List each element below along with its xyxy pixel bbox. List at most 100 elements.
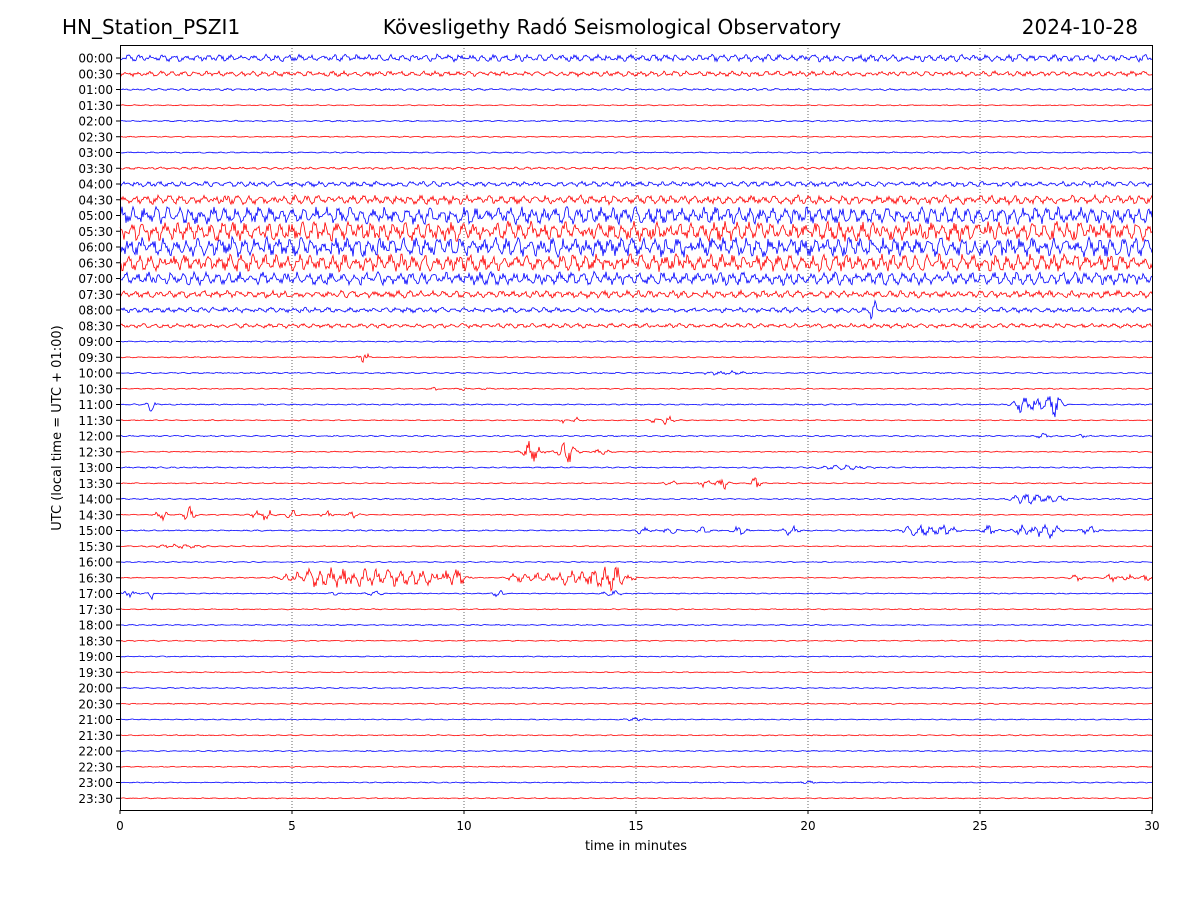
trace-0830 xyxy=(119,322,1152,329)
y-tick-label-0700: 07:00 xyxy=(78,272,113,286)
trace-1900 xyxy=(119,655,1153,658)
trace-0930 xyxy=(120,352,1153,363)
trace-1000 xyxy=(119,369,1152,376)
y-tick-label-0200: 02:00 xyxy=(78,115,113,129)
y-tick-label-0400: 04:00 xyxy=(78,178,113,192)
y-tick-label-1430: 14:30 xyxy=(78,508,113,522)
trace-0400 xyxy=(119,180,1153,188)
y-tick-label-1530: 15:30 xyxy=(78,540,113,554)
chart-date: 2024-10-28 xyxy=(1021,15,1138,39)
y-tick-label-1930: 19:30 xyxy=(78,666,113,680)
trace-0730 xyxy=(119,288,1153,300)
y-tick-label-0330: 03:30 xyxy=(78,162,113,176)
y-tick-label-2030: 20:30 xyxy=(78,697,113,711)
y-tick-label-1000: 10:00 xyxy=(78,367,113,381)
y-tick-label-0030: 00:30 xyxy=(78,67,113,81)
trace-1600 xyxy=(119,560,1152,564)
y-tick-label-1700: 17:00 xyxy=(78,587,113,601)
trace-2330 xyxy=(119,797,1153,800)
station-name: HN_Station_PSZI1 xyxy=(62,15,241,39)
trace-1030 xyxy=(119,386,1152,391)
trace-0900 xyxy=(119,340,1153,343)
trace-0600 xyxy=(119,235,1153,259)
y-tick-label-0800: 08:00 xyxy=(78,304,113,318)
y-tick-label-1630: 16:30 xyxy=(78,571,113,585)
trace-1230 xyxy=(119,440,1153,463)
y-tick-label-1130: 11:30 xyxy=(78,414,113,428)
trace-1100 xyxy=(119,396,1153,418)
x-tick-label-2: 10 xyxy=(456,819,471,833)
y-tick-label-2200: 22:00 xyxy=(78,745,113,759)
trace-2100 xyxy=(119,716,1153,722)
y-tick-label-1030: 10:30 xyxy=(78,382,113,396)
x-axis: 0 5 10 15 20 25 30 xyxy=(116,810,1160,833)
trace-1530 xyxy=(119,543,1153,550)
y-tick-label-0630: 06:30 xyxy=(78,256,113,270)
trace-1130 xyxy=(119,415,1153,426)
trace-1330 xyxy=(119,477,1152,491)
y-tick-label-1100: 11:00 xyxy=(78,398,113,412)
trace-2130 xyxy=(119,734,1153,737)
y-tick-label-0130: 01:30 xyxy=(78,99,113,113)
y-tick-label-1500: 15:00 xyxy=(78,524,113,538)
y-tick-label-2330: 23:30 xyxy=(78,792,113,806)
trace-1630 xyxy=(119,566,1153,592)
y-tick-label-2100: 21:00 xyxy=(78,713,113,727)
y-tick-label-0900: 09:00 xyxy=(78,335,113,349)
trace-0130 xyxy=(119,104,1153,107)
y-tick-label-1400: 14:00 xyxy=(78,493,113,507)
y-tick-label-0530: 05:30 xyxy=(78,225,113,239)
trace-1730 xyxy=(119,608,1153,611)
trace-0800 xyxy=(119,299,1153,321)
x-tick-label-3: 15 xyxy=(628,819,643,833)
trace-0000 xyxy=(119,53,1153,63)
y-tick-label-0000: 00:00 xyxy=(78,52,113,66)
trace-group xyxy=(119,53,1153,800)
y-tick-label-1230: 12:30 xyxy=(78,445,113,459)
trace-1430 xyxy=(119,505,1153,522)
y-tick-label-0500: 05:00 xyxy=(78,209,113,223)
trace-0300 xyxy=(119,151,1153,154)
trace-2200 xyxy=(119,749,1153,752)
plot-frame xyxy=(120,45,1153,811)
y-tick-label-0730: 07:30 xyxy=(78,288,113,302)
trace-0200 xyxy=(119,119,1152,123)
trace-0330 xyxy=(119,166,1153,171)
trace-1700 xyxy=(119,589,1153,601)
y-tick-label-0230: 02:30 xyxy=(78,130,113,144)
trace-1200 xyxy=(119,432,1153,439)
trace-1400 xyxy=(119,493,1153,505)
trace-0230 xyxy=(119,135,1153,138)
x-tick-label-4: 20 xyxy=(800,819,815,833)
y-tick-label-2000: 20:00 xyxy=(78,682,113,696)
trace-2300 xyxy=(120,780,1153,785)
y-tick-label-2230: 22:30 xyxy=(78,760,113,774)
x-tick-label-1: 5 xyxy=(288,819,296,833)
trace-1830 xyxy=(119,639,1152,642)
trace-1800 xyxy=(120,624,1152,626)
y-tick-label-0100: 01:00 xyxy=(78,83,113,97)
y-tick-label-1800: 18:00 xyxy=(78,619,113,633)
trace-2030 xyxy=(119,702,1153,705)
y-tick-label-0600: 06:00 xyxy=(78,241,113,255)
y-tick-label-1830: 18:30 xyxy=(78,634,113,648)
trace-1500 xyxy=(119,523,1153,539)
trace-0530 xyxy=(119,220,1153,243)
vertical-gridlines xyxy=(291,45,981,810)
trace-0430 xyxy=(119,193,1153,207)
trace-1930 xyxy=(119,671,1153,674)
trace-0700 xyxy=(119,270,1153,287)
y-tick-label-0830: 08:30 xyxy=(78,319,113,333)
x-tick-label-5: 25 xyxy=(972,819,987,833)
trace-0630 xyxy=(119,252,1153,273)
y-tick-label-1600: 16:00 xyxy=(78,556,113,570)
trace-0030 xyxy=(119,69,1153,78)
chart-title: Kövesligethy Radó Seismological Observat… xyxy=(382,15,842,39)
y-tick-label-2300: 23:00 xyxy=(78,776,113,790)
trace-0500 xyxy=(119,205,1153,226)
y-tick-label-1900: 19:00 xyxy=(78,650,113,664)
trace-1300 xyxy=(119,464,1153,471)
